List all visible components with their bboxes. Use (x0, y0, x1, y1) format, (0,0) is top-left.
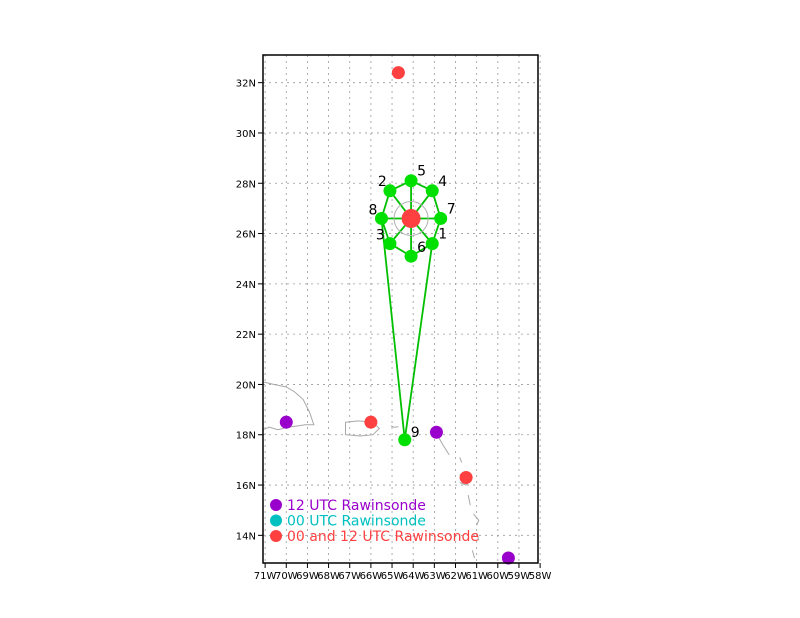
sample-point-marker (404, 174, 418, 188)
sample-point-label: 7 (447, 201, 456, 217)
lon-tick-label: 70W (275, 571, 298, 582)
rawinsonde-station-marker (501, 551, 515, 565)
lon-tick-label: 67W (338, 571, 361, 582)
sample-point-marker (425, 237, 439, 251)
rawinsonde-station-marker (429, 425, 443, 439)
lon-tick-label: 60W (486, 571, 509, 582)
sample-point-marker (398, 433, 412, 447)
lon-tick-label: 62W (444, 571, 467, 582)
coastline (471, 550, 475, 559)
storm-center (393, 200, 429, 236)
sample-point-label: 2 (378, 174, 387, 190)
grid-lines (263, 55, 541, 563)
lon-tick-label: 61W (465, 571, 488, 582)
coastline (459, 457, 463, 463)
sample-point-marker (425, 184, 439, 198)
lon-tick-label: 68W (317, 571, 340, 582)
lon-tick-label: 58W (529, 571, 552, 582)
connection-line (380, 218, 406, 440)
map-frame (262, 54, 539, 564)
lon-tick-label: 69W (296, 571, 319, 582)
storm-center-marker (401, 208, 421, 228)
sample-point-label: 5 (417, 164, 426, 180)
lat-tick-label: 22N (236, 330, 256, 341)
coastlines (262, 381, 480, 559)
coastline (467, 494, 471, 506)
rawinsonde-stations (279, 66, 515, 565)
legend-label: 00 and 12 UTC Rawinsonde (287, 529, 479, 545)
coastline (345, 420, 381, 437)
sample-point-marker (374, 211, 388, 225)
lat-tick-label: 24N (236, 280, 256, 291)
coastline (476, 532, 480, 541)
lon-tick-label: 63W (423, 571, 446, 582)
lat-tick-label: 16N (236, 481, 256, 492)
axis-ticks: 14N16N18N20N22N24N26N28N30N32N71W70W69W6… (236, 79, 552, 582)
rawinsonde-station-marker (391, 66, 405, 80)
sample-point-marker (404, 249, 418, 263)
connection-line (403, 243, 434, 440)
lat-tick-label: 14N (236, 531, 256, 542)
lon-tick-label: 65W (381, 571, 404, 582)
legend-label: 00 UTC Rawinsonde (287, 514, 426, 530)
lat-tick-label: 28N (236, 179, 256, 190)
coastline (390, 425, 399, 428)
sample-point-marker (434, 211, 448, 225)
sample-point-label: 4 (438, 174, 447, 190)
rawinsonde-station-marker (459, 470, 473, 484)
legend-label: 12 UTC Rawinsonde (287, 498, 426, 514)
lat-tick-label: 26N (236, 230, 256, 241)
lon-tick-label: 64W (402, 571, 425, 582)
sample-points: 1 2 3 45 6 7 8 9 (368, 164, 456, 447)
lon-tick-label: 66W (360, 571, 383, 582)
sample-point-marker (383, 237, 397, 251)
legend-marker (270, 530, 282, 542)
center-ring (393, 200, 429, 236)
sample-point-label: 6 (417, 240, 426, 256)
lat-tick-label: 20N (236, 380, 256, 391)
legend-marker (270, 514, 282, 527)
coastline (262, 381, 315, 431)
lon-tick-label: 71W (254, 571, 277, 582)
sample-point-marker (383, 184, 397, 198)
rawinsonde-station-marker (364, 415, 378, 429)
lat-tick-label: 18N (236, 431, 256, 442)
lon-tick-label: 59W (508, 571, 531, 582)
sample-point-label: 9 (411, 425, 420, 441)
legend-marker (270, 499, 282, 511)
sample-point-label: 1 (438, 227, 447, 243)
lat-tick-label: 32N (236, 79, 256, 90)
lat-tick-label: 30N (236, 129, 256, 140)
sample-point-label: 3 (376, 228, 385, 244)
sample-point-label: 8 (368, 202, 377, 218)
rawinsonde-station-marker (279, 415, 293, 429)
coastline (473, 513, 480, 526)
